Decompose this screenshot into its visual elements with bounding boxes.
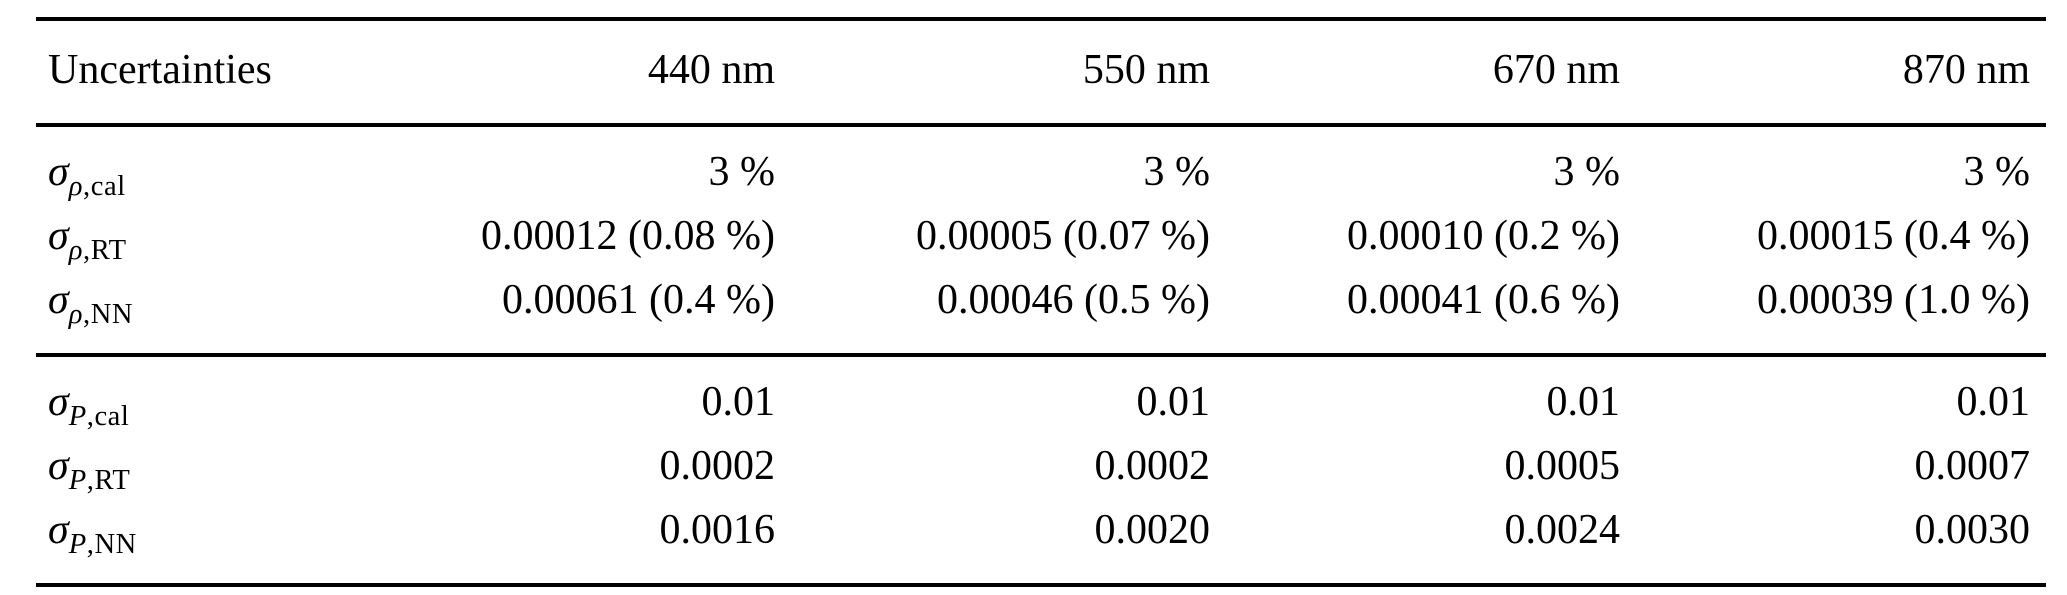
subscript-variable: P: [68, 464, 87, 496]
rho-uncertainty-group: σρ,cal 3 % 3 % 3 % 3 % σρ,RT 0.00012 (0.…: [36, 125, 2046, 355]
subscript-name: ,cal: [83, 170, 126, 202]
table-cell: 0.0007: [1914, 443, 2031, 489]
sigma-symbol: σ: [48, 213, 69, 259]
table-cell: 0.0002: [1094, 443, 1211, 489]
column-header-550nm: 550 nm: [791, 19, 1226, 127]
subscript-variable: P: [68, 528, 87, 560]
sigma-symbol: σ: [48, 149, 69, 195]
table-cell: 0.01: [701, 379, 776, 425]
table-row-sigma-p-cal: σP,cal 0.01 0.01 0.01 0.01: [36, 355, 2046, 434]
subscript-variable: ρ: [68, 234, 83, 266]
table-cell: 0.00046 (0.5 %): [937, 277, 1210, 323]
table-cell: 0.00010 (0.2 %): [1347, 213, 1620, 259]
table-cell: 0.00012 (0.08 %): [481, 213, 775, 259]
table-row-sigma-p-nn: σP,NN 0.0016 0.0020 0.0024 0.0030: [36, 498, 2046, 585]
subscript-variable: P: [68, 400, 87, 432]
sigma-symbol: σ: [48, 277, 69, 323]
table-cell: 3 %: [1143, 149, 1211, 195]
table-cell: 0.0005: [1504, 443, 1621, 489]
row-label-sigma-p-rt: σP,RT: [36, 434, 416, 498]
column-header-uncertainties: Uncertainties: [36, 19, 416, 127]
table-row-sigma-p-rt: σP,RT 0.0002 0.0002 0.0005 0.0007: [36, 434, 2046, 498]
header-row: Uncertainties 440 nm 550 nm 670 nm 870 n…: [36, 19, 2046, 127]
row-label-sigma-rho-nn: σρ,NN: [36, 268, 416, 355]
table-cell: 3 %: [1553, 149, 1621, 195]
table-cell: 3 %: [708, 149, 776, 195]
sigma-symbol: σ: [48, 443, 69, 489]
column-header-870nm: 870 nm: [1636, 19, 2046, 127]
row-label-sigma-rho-rt: σρ,RT: [36, 204, 416, 268]
subscript-name: ,RT: [86, 464, 131, 496]
table-cell: 0.0024: [1504, 507, 1621, 553]
subscript-variable: ρ: [68, 170, 83, 202]
subscript-name: ,RT: [83, 234, 127, 266]
table-cell: 0.01: [1136, 379, 1211, 425]
table-cell: 0.00061 (0.4 %): [502, 277, 775, 323]
table-cell: 0.01: [1956, 379, 2031, 425]
column-header-670nm: 670 nm: [1226, 19, 1636, 127]
table-cell: 0.0016: [659, 507, 776, 553]
subscript-name: ,NN: [83, 298, 134, 330]
p-uncertainty-group: σP,cal 0.01 0.01 0.01 0.01 σP,RT 0.0002 …: [36, 355, 2046, 585]
table-cell: 0.0030: [1914, 507, 2031, 553]
row-label-sigma-rho-cal: σρ,cal: [36, 125, 416, 204]
uncertainties-table: Uncertainties 440 nm 550 nm 670 nm 870 n…: [36, 17, 2046, 587]
table-cell: 0.00005 (0.07 %): [916, 213, 1210, 259]
table-row-sigma-rho-cal: σρ,cal 3 % 3 % 3 % 3 %: [36, 125, 2046, 204]
sigma-symbol: σ: [48, 507, 69, 553]
table-header: Uncertainties 440 nm 550 nm 670 nm 870 n…: [36, 19, 2046, 127]
subscript-name: ,cal: [86, 400, 130, 432]
subscript-name: ,NN: [86, 528, 137, 560]
table-cell: 3 %: [1963, 149, 2031, 195]
sigma-symbol: σ: [48, 379, 69, 425]
table-cell: 0.00015 (0.4 %): [1757, 213, 2030, 259]
table-cell: 0.00041 (0.6 %): [1347, 277, 1620, 323]
table-cell: 0.0020: [1094, 507, 1211, 553]
subscript-variable: ρ: [68, 298, 83, 330]
table-row-sigma-rho-rt: σρ,RT 0.00012 (0.08 %) 0.00005 (0.07 %) …: [36, 204, 2046, 268]
row-label-sigma-p-cal: σP,cal: [36, 355, 416, 434]
table-cell: 0.0002: [659, 443, 776, 489]
column-header-440nm: 440 nm: [416, 19, 791, 127]
table-cell: 0.00039 (1.0 %): [1757, 277, 2030, 323]
table-row-sigma-rho-nn: σρ,NN 0.00061 (0.4 %) 0.00046 (0.5 %) 0.…: [36, 268, 2046, 355]
table-cell: 0.01: [1546, 379, 1621, 425]
row-label-sigma-p-nn: σP,NN: [36, 498, 416, 585]
